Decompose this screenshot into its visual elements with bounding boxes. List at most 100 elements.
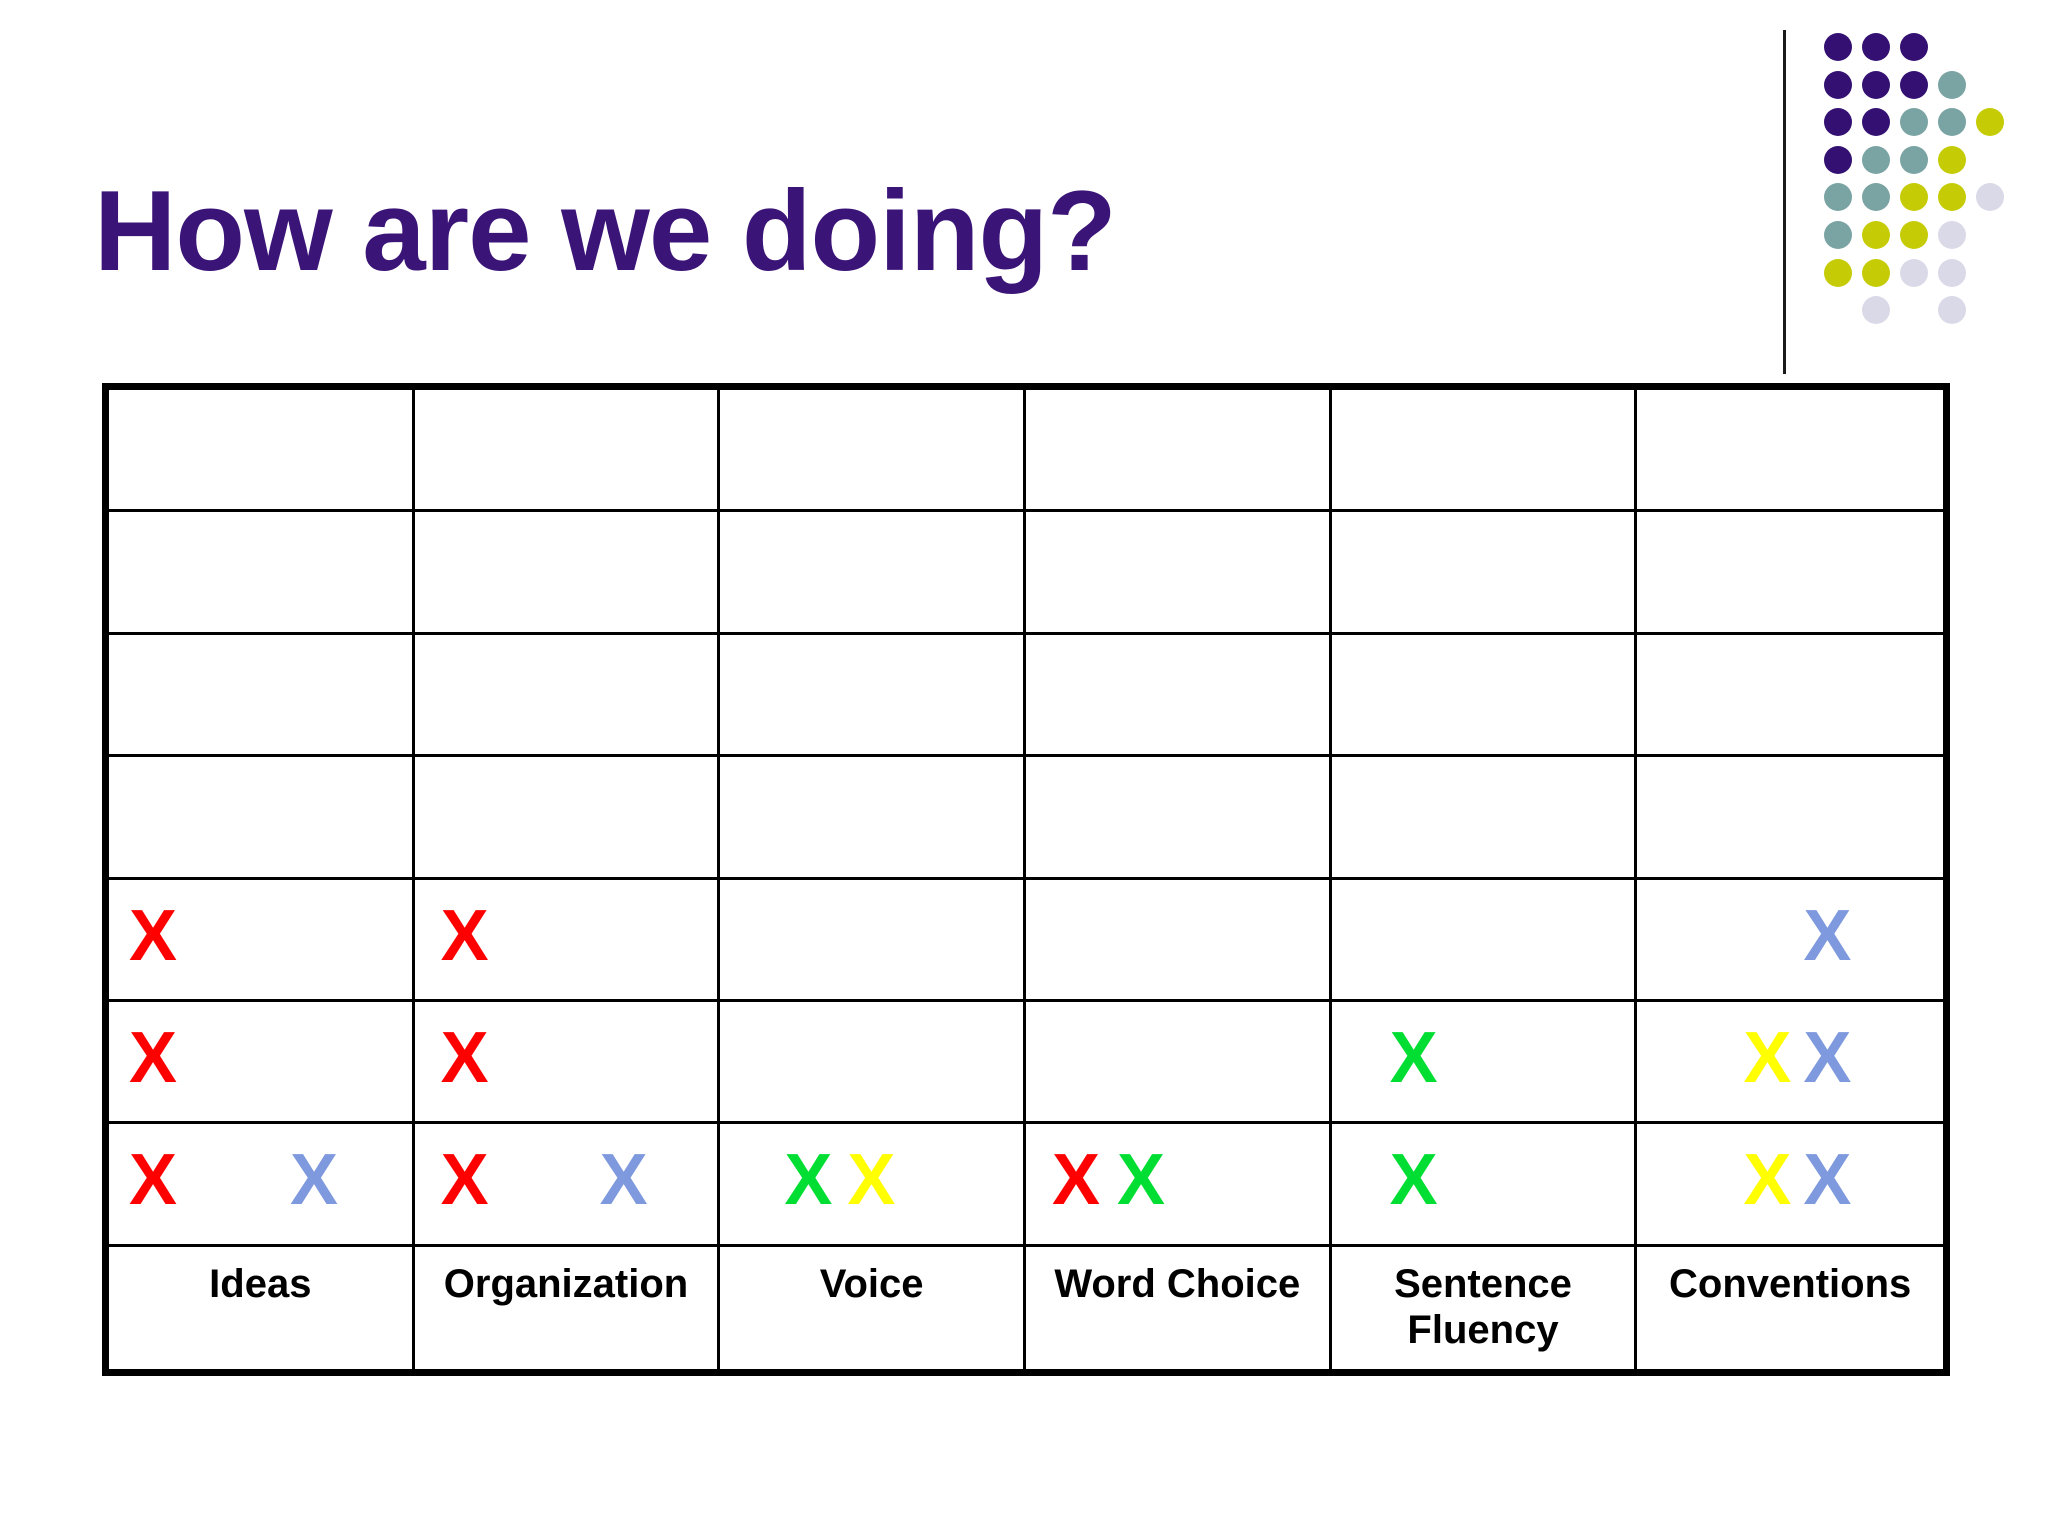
table-cell-r6-sentence-fluency: X — [1331, 1001, 1638, 1125]
decoration-dot-teal — [1862, 145, 1890, 174]
decoration-dot-lavender — [1938, 258, 1966, 287]
table-cell-r3-voice — [720, 634, 1026, 758]
table-cell-r1-organization — [414, 390, 721, 513]
table-cell-r6-ideas: X — [109, 1001, 415, 1125]
x-mark-red: X — [1051, 1140, 1101, 1221]
table-cell-r3-conventions — [1637, 635, 1943, 758]
decoration-dot-purple — [1862, 70, 1890, 99]
decoration-dot-olive — [1976, 108, 2004, 137]
table-cell-r5-organization: X — [414, 879, 721, 1002]
x-mark-blue: X — [1803, 1140, 1852, 1221]
table-cell-r2-organization — [414, 512, 721, 635]
column-header-organization: Organization — [415, 1246, 721, 1369]
x-mark-blue: X — [1803, 895, 1852, 976]
decoration-dot-olive — [1900, 183, 1928, 212]
decoration-dot-lavender — [1862, 296, 1890, 325]
column-header-ideas: Ideas — [109, 1246, 415, 1369]
decoration-dot-purple — [1862, 33, 1890, 61]
decoration-dot-teal — [1824, 221, 1852, 249]
x-mark-red: X — [440, 1017, 489, 1098]
decoration-dot-teal — [1900, 108, 1928, 137]
x-mark-blue: X — [1803, 1017, 1852, 1098]
table-cell-r6-word-choice — [1025, 1001, 1332, 1125]
table-cell-r5-voice — [720, 879, 1026, 1002]
decoration-dot-olive — [1900, 221, 1928, 249]
x-mark-green: X — [1389, 1017, 1438, 1098]
decoration-dot-purple — [1824, 70, 1852, 99]
column-header-label: Sentence Fluency — [1394, 1261, 1572, 1352]
decoration-dot-teal — [1938, 108, 1966, 137]
column-header-label: Conventions — [1669, 1261, 1912, 1306]
decoration-dot-purple — [1900, 70, 1928, 99]
decoration-dot-lavender — [1938, 221, 1966, 249]
table-cell-r5-conventions: X — [1637, 880, 1943, 1002]
table-cell-r3-sentence-fluency — [1331, 634, 1638, 758]
table-cell-r2-word-choice — [1025, 512, 1332, 635]
table-cell-r1-sentence-fluency — [1331, 390, 1638, 513]
decoration-dot-teal — [1900, 145, 1928, 174]
decoration-dot-lavender — [1900, 258, 1928, 287]
x-mark-red: X — [129, 1017, 178, 1098]
table-cell-r1-conventions — [1637, 390, 1943, 513]
table-cell-r6-voice — [720, 1001, 1026, 1125]
decoration-dot-olive — [1862, 221, 1890, 249]
slide-title: How are we doing? — [94, 168, 1117, 295]
table-cell-r2-sentence-fluency — [1331, 512, 1638, 635]
decoration-dot-purple — [1824, 108, 1852, 137]
table-cell-r5-sentence-fluency — [1331, 879, 1638, 1002]
column-header-word-choice: Word Choice — [1026, 1246, 1332, 1369]
decoration-dot-purple — [1824, 33, 1852, 61]
x-mark-green: X — [1389, 1140, 1438, 1221]
x-mark-red: X — [129, 1140, 178, 1221]
rubric-table: X X X X X X X X X X X X X X X X X X X Ideas Organization Voic… — [102, 383, 1950, 1376]
table-cell-r5-ideas: X — [109, 879, 415, 1002]
decoration-dot-purple — [1862, 108, 1890, 137]
column-header-voice: Voice — [720, 1246, 1026, 1369]
table-cell-r3-word-choice — [1025, 634, 1332, 758]
decoration-dot-lavender — [1976, 183, 2004, 212]
column-header-label: Voice — [819, 1261, 924, 1306]
column-header-conventions: Conventions — [1637, 1247, 1943, 1369]
table-cell-r3-organization — [414, 634, 721, 758]
decoration-dot-teal — [1862, 183, 1890, 212]
table-cell-r2-ideas — [109, 512, 415, 635]
table-cell-r6-organization: X — [414, 1001, 721, 1125]
x-mark-green: X — [1116, 1140, 1166, 1221]
x-mark-yellow: X — [1743, 1140, 1792, 1221]
decoration-dot-olive — [1824, 258, 1852, 287]
column-header-label: Ideas — [209, 1261, 312, 1306]
decoration-dot-purple — [1900, 33, 1928, 61]
x-mark-green: X — [784, 1140, 833, 1221]
table-cell-r1-ideas — [109, 390, 415, 513]
x-mark-red: X — [440, 1140, 489, 1221]
table-cell-r3-ideas — [109, 634, 415, 758]
column-header-label: Word Choice — [1054, 1261, 1301, 1306]
table-cell-r1-word-choice — [1025, 390, 1332, 513]
decoration-dot-lavender — [1938, 296, 1966, 325]
x-mark-red: X — [440, 895, 489, 976]
decoration-dot-olive — [1938, 183, 1966, 212]
table-cell-r2-conventions — [1637, 512, 1943, 635]
table-cell-r4-sentence-fluency — [1331, 757, 1638, 880]
table-cell-r4-organization — [414, 757, 721, 880]
decoration-dot-purple — [1824, 145, 1852, 174]
table-cell-r5-word-choice — [1025, 879, 1332, 1002]
x-mark-red: X — [129, 895, 178, 976]
column-header-sentence-fluency: Sentence Fluency — [1332, 1246, 1638, 1369]
x-mark-yellow: X — [847, 1140, 896, 1221]
vertical-rule — [1783, 30, 1786, 374]
x-mark-yellow: X — [1743, 1017, 1792, 1098]
decoration-dot-teal — [1824, 183, 1852, 212]
table-cell-r4-conventions — [1637, 757, 1943, 880]
decoration-dot-teal — [1938, 70, 1966, 99]
table-cell-r1-voice — [720, 390, 1026, 513]
decoration-dot-olive — [1938, 145, 1966, 174]
x-mark-blue: X — [599, 1140, 648, 1221]
